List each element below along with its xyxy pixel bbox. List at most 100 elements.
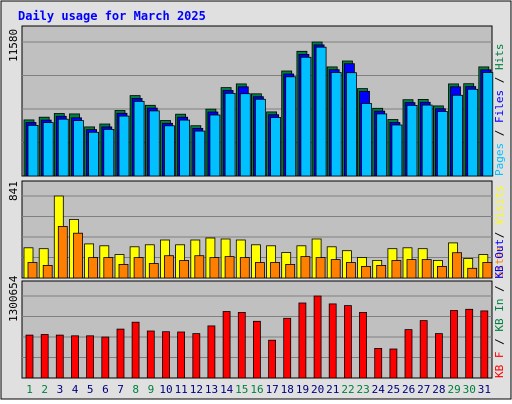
- day-label-12: 12: [190, 383, 203, 396]
- bar-sites-day-17: [270, 262, 281, 279]
- legend-text-hits_files_pages: Pages / Files / Hits: [493, 44, 506, 177]
- bar-kb-f-day-16: [252, 320, 261, 379]
- bar-kb-f-day-3: [55, 334, 64, 379]
- bar-sites-day-4: [73, 232, 83, 279]
- bar-kb-f-day-8: [131, 321, 140, 379]
- day-label-11: 11: [175, 383, 188, 396]
- bar-pages-day-19: [300, 56, 312, 177]
- bar-kb-f-day-1: [25, 334, 34, 379]
- bar-sites-day-20: [315, 257, 326, 279]
- day-label-29: 29: [447, 383, 460, 396]
- legend-hits: Hits: [493, 44, 506, 71]
- bar-kb-f-day-24: [374, 347, 383, 379]
- bar-kb-f-day-10: [162, 331, 170, 379]
- day-label-28: 28: [432, 383, 445, 396]
- bar-sites-day-3: [57, 225, 68, 279]
- bar-kb-f-day-18: [283, 317, 292, 379]
- bar-pages-day-9: [148, 110, 160, 177]
- day-label-10: 10: [159, 383, 172, 396]
- bar-kb-f-day-27: [419, 320, 428, 379]
- day-label-13: 13: [205, 383, 218, 396]
- legend-pages: Pages: [493, 143, 506, 176]
- bar-kb-f-day-20: [313, 295, 322, 379]
- day-label-27: 27: [417, 383, 430, 396]
- bar-sites-day-1: [27, 262, 38, 279]
- bar-sites-day-13: [209, 257, 220, 279]
- bar-pages-day-24: [376, 113, 388, 177]
- bar-sites-day-5: [88, 257, 98, 279]
- bar-sites-day-16: [254, 262, 265, 279]
- bar-sites-day-28: [436, 265, 447, 279]
- bar-pages-day-25: [391, 124, 403, 177]
- bar-sites-day-27: [421, 259, 432, 279]
- bar-sites-day-10: [164, 255, 174, 279]
- bar-pages-day-20: [315, 46, 327, 177]
- day-label-15: 15: [235, 383, 248, 396]
- bar-sites-day-21: [330, 259, 341, 279]
- legend-text-visits_sites: Sites / Visits: [493, 185, 506, 278]
- bar-sites-day-24: [376, 264, 387, 279]
- bar-sites-day-8: [133, 257, 144, 279]
- chart-marks: [22, 41, 494, 379]
- day-label-1: 1: [26, 383, 33, 396]
- bar-pages-day-22: [345, 72, 357, 177]
- bar-sites-day-9: [148, 263, 159, 279]
- ymax-label-kbytes: 1300654: [7, 275, 20, 322]
- bar-kb-f-day-28: [434, 333, 443, 379]
- bar-pages-day-12: [194, 130, 206, 177]
- bar-sites-day-11: [179, 260, 190, 279]
- day-label-30: 30: [463, 383, 476, 396]
- bar-pages-day-6: [103, 128, 115, 177]
- legend-kbytes: KB F / KB In / KB Out: [493, 239, 506, 378]
- bar-pages-day-3: [57, 118, 69, 177]
- bar-sites-day-12: [194, 255, 205, 279]
- bar-pages-day-26: [406, 105, 418, 177]
- bar-kb-f-day-22: [343, 305, 352, 379]
- bar-pages-day-23: [361, 103, 372, 177]
- bar-sites-day-14: [224, 256, 235, 279]
- bar-pages-day-28: [436, 111, 448, 177]
- legend-sites: Sites: [493, 245, 506, 278]
- bar-pages-day-30: [467, 88, 479, 177]
- bar-sites-day-29: [452, 252, 462, 279]
- bar-pages-day-21: [330, 72, 342, 177]
- bar-sites-day-25: [391, 260, 402, 279]
- bar-kb-f-day-7: [116, 328, 125, 379]
- bar-pages-day-2: [42, 122, 54, 177]
- bar-pages-day-13: [209, 114, 221, 177]
- day-label-23: 23: [356, 383, 369, 396]
- bar-pages-day-7: [118, 115, 130, 177]
- day-label-16: 16: [250, 383, 263, 396]
- day-label-19: 19: [296, 383, 309, 396]
- bar-pages-day-29: [452, 94, 463, 177]
- bar-pages-day-1: [27, 125, 39, 177]
- bar-kb-f-day-5: [86, 335, 94, 379]
- day-label-8: 8: [132, 383, 139, 396]
- bar-kb-f-day-11: [177, 331, 186, 379]
- bar-kb-f-day-12: [192, 333, 201, 379]
- bar-sites-day-6: [103, 257, 114, 279]
- ymax-label-visits: 841: [7, 181, 20, 201]
- bar-sites-day-19: [300, 256, 311, 279]
- bar-sites-day-30: [467, 267, 478, 279]
- day-label-25: 25: [387, 383, 400, 396]
- day-label-6: 6: [102, 383, 109, 396]
- day-label-4: 4: [72, 383, 79, 396]
- bar-kb-f-day-13: [207, 325, 216, 379]
- bar-pages-day-17: [270, 117, 282, 177]
- bar-pages-day-4: [73, 120, 84, 177]
- bar-sites-day-2: [42, 264, 53, 279]
- bar-pages-day-31: [482, 72, 494, 177]
- bar-pages-day-11: [179, 119, 191, 177]
- bar-pages-day-16: [254, 98, 266, 177]
- legend-visits: Visits: [493, 185, 506, 225]
- bar-pages-day-10: [164, 125, 175, 177]
- bar-sites-day-23: [361, 265, 371, 279]
- bar-kb-f-day-23: [359, 311, 367, 379]
- bar-pages-day-15: [239, 93, 251, 177]
- bar-pages-day-14: [224, 93, 236, 177]
- bar-kb-f-day-30: [465, 308, 474, 379]
- day-label-14: 14: [220, 383, 234, 396]
- bar-kb-f-day-26: [404, 329, 413, 379]
